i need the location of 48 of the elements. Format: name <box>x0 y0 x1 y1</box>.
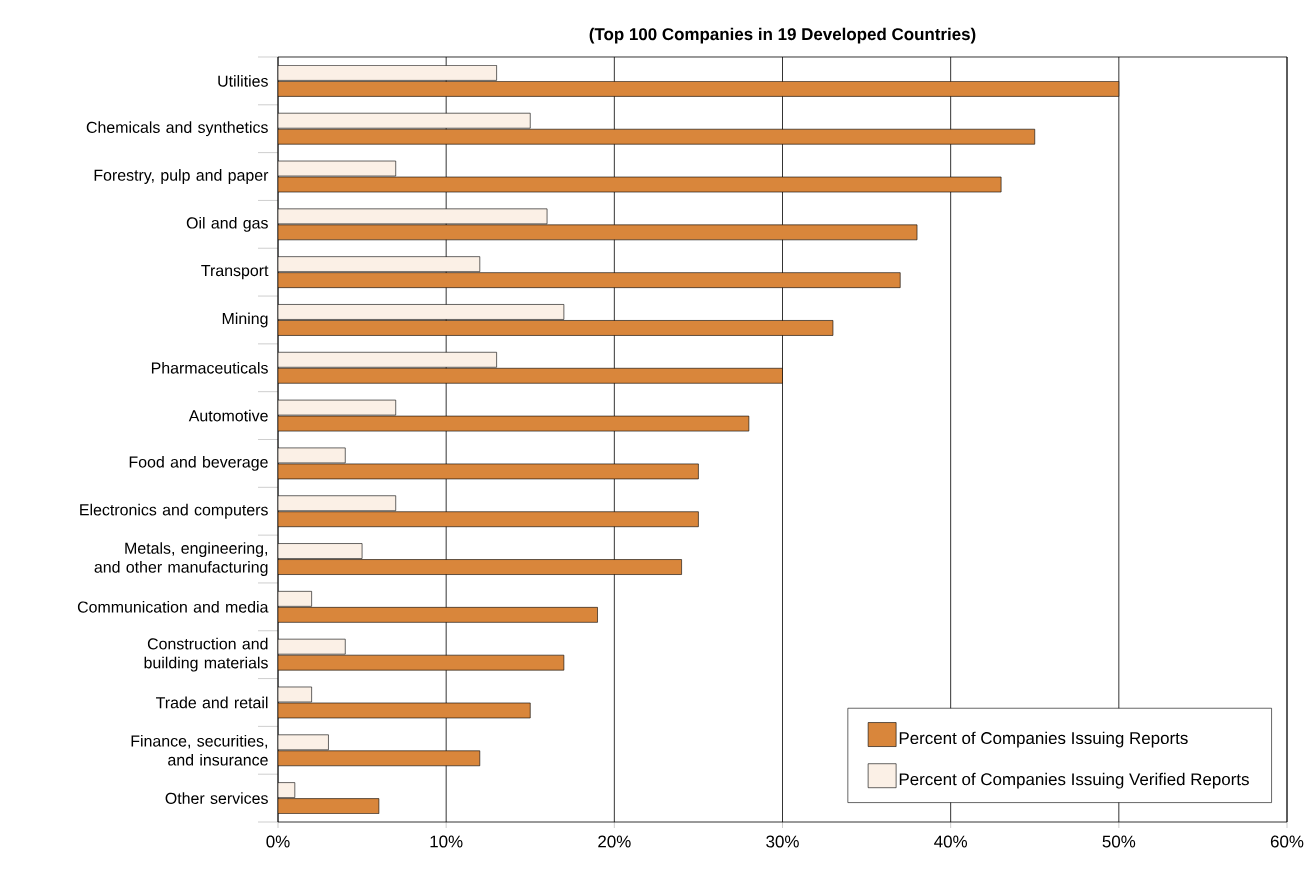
bar <box>278 128 1036 145</box>
x-tick-label: 0% <box>266 835 290 848</box>
y-tick-label: Automotive <box>188 409 268 422</box>
bar <box>278 654 565 671</box>
y-tick-label: Finance, securities, and insurance <box>131 734 268 766</box>
bar <box>278 65 497 81</box>
bar <box>278 607 598 623</box>
bar <box>278 734 329 751</box>
bar <box>278 272 901 288</box>
y-tick-label: Communication and media <box>77 601 269 613</box>
x-tick-label: 20% <box>598 835 631 848</box>
bar <box>278 224 918 241</box>
y-tick-label: Utilities <box>218 75 268 87</box>
bar <box>278 351 497 368</box>
y-tick-label: Chemicals and synthetics <box>86 121 268 137</box>
x-tick-label: 50% <box>1102 835 1136 848</box>
legend-label: Percent of Companies Issuing Reports <box>899 731 1188 748</box>
y-tick-label: Forestry, pulp and paper <box>94 169 269 184</box>
y-tick-label: Electronics and computers <box>80 503 268 519</box>
bar <box>278 559 682 575</box>
y-tick-label: Other services <box>165 792 268 804</box>
bar <box>278 256 481 272</box>
x-tick-label: 10% <box>430 835 463 848</box>
bar <box>278 638 346 655</box>
x-tick-label: 30% <box>766 835 799 848</box>
bar <box>278 750 481 767</box>
chart-title: (Top 100 Companies in 19 Developed Countries) <box>589 27 976 44</box>
bar <box>278 81 1120 97</box>
y-tick-label: Oil and gas <box>186 216 268 232</box>
bar <box>278 208 548 225</box>
legend-label: Percent of Companies Issuing Verified Reports <box>899 772 1249 789</box>
y-tick-label: Trade and retail <box>156 696 268 709</box>
y-tick-label: Construction and building materials <box>144 637 268 672</box>
bar <box>278 367 783 384</box>
bar <box>278 495 397 512</box>
y-tick-label: Metals, engineering, and other manufacturing <box>94 542 268 576</box>
bar <box>278 112 531 129</box>
bar <box>278 304 565 320</box>
y-tick-label: Pharmaceuticals <box>151 361 268 374</box>
y-tick-label: Food and beverage <box>129 455 268 471</box>
bar <box>278 511 699 528</box>
x-tick-label: 40% <box>934 835 968 848</box>
y-tick-label: Mining <box>222 312 268 328</box>
bar <box>278 543 363 559</box>
x-tick-label: 60% <box>1270 835 1304 848</box>
bar <box>278 320 834 336</box>
bar <box>278 798 380 814</box>
y-tick-label: Transport <box>201 265 269 280</box>
